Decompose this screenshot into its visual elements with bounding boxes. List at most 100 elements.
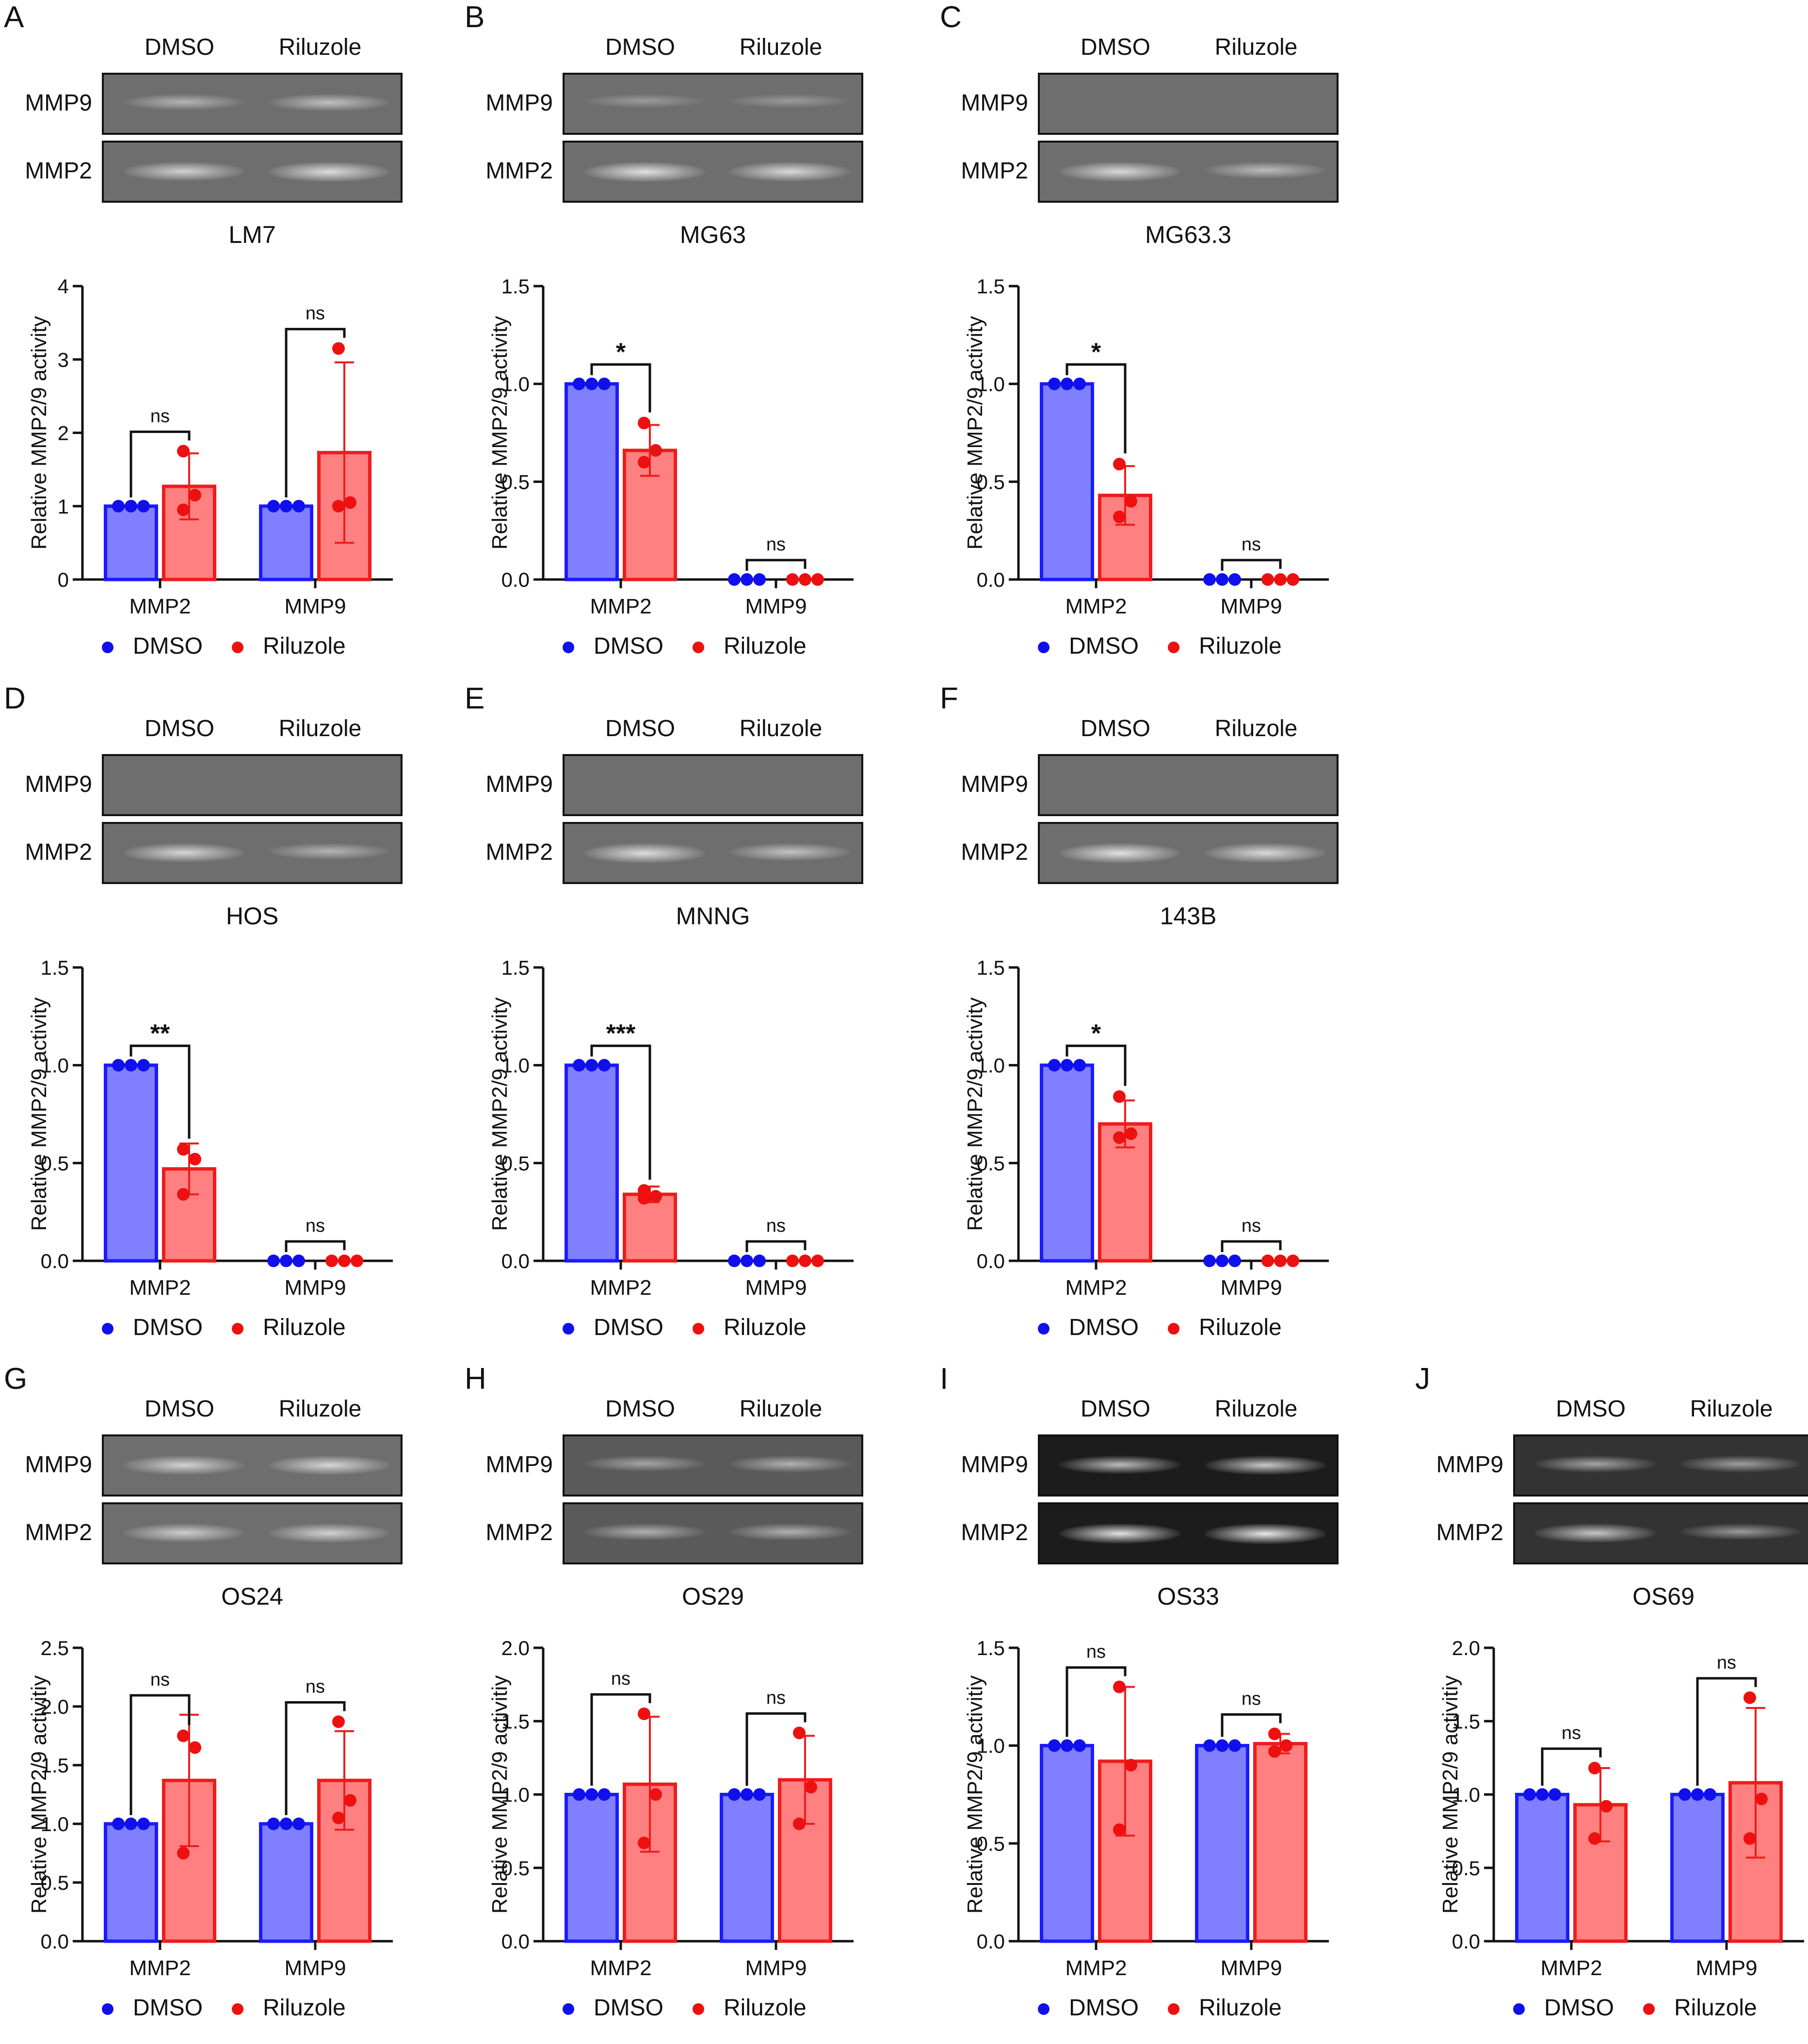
gel-row-label-mmp9: MMP9 <box>1436 1452 1503 1478</box>
x-tick-label: MMP2 <box>590 595 651 618</box>
data-point <box>1536 1788 1549 1801</box>
bar-dmso-mmp2 <box>565 382 619 581</box>
data-point <box>1125 1127 1137 1140</box>
legend-label-riluzole: Riluzole <box>263 1314 346 1340</box>
y-tick-label: 0.5 <box>41 1152 69 1175</box>
gel-band-mmp9-riluzole <box>1680 1456 1801 1472</box>
gel-strip-mmp2 <box>563 822 863 884</box>
legend: DMSO Riluzole <box>102 1313 375 1341</box>
data-point <box>292 499 305 513</box>
panel-F: F DMSO Riluzole MMP9 MMP2 143B Relative MMP2/9… <box>936 681 1402 1360</box>
y-tick-label: 0.5 <box>977 1832 1005 1855</box>
x-tick-label: MMP2 <box>590 1956 651 1980</box>
y-tick-label: 2.0 <box>1452 1637 1480 1659</box>
y-tick-label: 1.5 <box>977 275 1005 298</box>
data-point <box>1755 1792 1768 1805</box>
data-point <box>125 1059 137 1072</box>
legend-marker-dmso <box>563 2003 574 2015</box>
gel-band-mmp9-dmso <box>123 1456 244 1475</box>
data-point <box>1203 573 1216 586</box>
gel-header-riluzole: Riluzole <box>1214 1396 1298 1422</box>
y-tick-label: 1.5 <box>501 1710 530 1733</box>
gel-header-dmso: DMSO <box>145 1396 214 1422</box>
data-point <box>728 573 741 586</box>
x-tick-label: MMP2 <box>1065 1956 1127 1980</box>
data-point <box>1113 1131 1126 1144</box>
gel-strip-mmp2 <box>1038 141 1339 203</box>
legend-marker-riluzole <box>1168 1323 1179 1335</box>
legend-marker-dmso <box>563 642 574 654</box>
significance-bracket <box>285 1701 346 1815</box>
gel-strip-mmp9 <box>563 754 863 816</box>
legend-label-riluzole: Riluzole <box>1199 633 1282 659</box>
data-point <box>1073 377 1086 390</box>
data-point <box>344 1794 356 1807</box>
legend-item-dmso: DMSO <box>563 1995 663 2021</box>
legend: DMSO Riluzole <box>1038 1993 1311 2021</box>
significance-label: ns <box>150 406 170 426</box>
gel-strip-mmp9 <box>102 73 403 135</box>
significance-label: ns <box>766 534 786 555</box>
y-tick-label: 0.5 <box>977 470 1005 493</box>
gel-row-label-mmp2: MMP2 <box>485 839 553 865</box>
data-point <box>753 1255 766 1267</box>
significance-label: ** <box>150 1020 170 1048</box>
x-tick-label: MMP9 <box>745 595 807 618</box>
data-point <box>332 499 345 513</box>
bar-dmso-mmp2 <box>1040 1744 1094 1943</box>
legend-item-dmso: DMSO <box>1038 1314 1139 1341</box>
legend-label-riluzole: Riluzole <box>724 1314 807 1340</box>
legend-label-riluzole: Riluzole <box>263 633 346 659</box>
significance-label: ns <box>306 304 325 324</box>
legend-label-riluzole: Riluzole <box>1674 1995 1757 2021</box>
data-point <box>1268 1727 1281 1740</box>
data-point <box>137 1818 150 1830</box>
cell-line-label: OS24 <box>221 1583 283 1610</box>
legend-marker-dmso <box>102 642 113 654</box>
legend-label-dmso: DMSO <box>1069 1995 1139 2021</box>
y-axis-label: Relative MMP2/9 activity <box>488 316 512 550</box>
legend-label-dmso: DMSO <box>594 1314 663 1340</box>
data-point <box>1280 1739 1292 1752</box>
gel-row-label-mmp9: MMP9 <box>25 1452 92 1478</box>
data-point <box>573 377 585 390</box>
legend-label-dmso: DMSO <box>133 1314 203 1340</box>
gel-band-mmp2-riluzole <box>729 1524 851 1541</box>
y-tick-label: 0 <box>58 568 69 591</box>
data-point <box>1061 1739 1073 1752</box>
data-point <box>338 1255 351 1267</box>
data-point <box>649 444 662 457</box>
panel-letter: G <box>4 1362 28 1396</box>
y-axis-label: Relative MMP2/9 activitiy <box>488 1675 512 1914</box>
bar-chart: Relative MMP2/9 activity 0.0 0.5 1.0 1.5 MMP2… <box>963 956 1329 1300</box>
significance-bracket <box>1541 1747 1602 1786</box>
data-point <box>125 1818 137 1830</box>
gel-strip-mmp2 <box>563 1502 863 1564</box>
significance-bracket <box>590 1693 651 1786</box>
y-tick-label: 2.0 <box>41 1695 69 1718</box>
bar-dmso-mmp2 <box>565 1793 619 1943</box>
data-point <box>649 1788 662 1801</box>
x-tick-label: MMP9 <box>284 1956 346 1980</box>
gel-row-label-mmp2: MMP2 <box>961 839 1028 865</box>
y-axis-label: Relative MMP2/9 activity <box>27 998 51 1231</box>
significance-label: ns <box>766 1216 786 1236</box>
gel-header-dmso: DMSO <box>605 1396 675 1422</box>
data-point <box>177 1143 190 1156</box>
y-tick-label: 1.0 <box>41 1813 69 1835</box>
gel-row-label-mmp9: MMP9 <box>25 772 92 797</box>
gel-strip-mmp9 <box>1038 1434 1339 1497</box>
panel-I: I DMSO Riluzole MMP9 MMP2 OS33 Relative MMP2/9… <box>936 1362 1402 2041</box>
y-tick-label: 2 <box>58 422 69 445</box>
panel-letter: A <box>4 0 24 34</box>
x-tick-label: MMP9 <box>1220 1276 1282 1300</box>
data-point <box>332 1715 345 1728</box>
cell-line-label: 143B <box>1160 902 1217 930</box>
y-tick-label: 1.5 <box>977 956 1005 979</box>
x-tick-label: MMP2 <box>1065 1276 1127 1300</box>
bar-dmso-mmp2 <box>1515 1793 1569 1943</box>
significance-label: ns <box>1242 1689 1261 1709</box>
significance-label: ns <box>1717 1653 1736 1673</box>
data-point <box>1048 377 1061 390</box>
data-point <box>280 1255 292 1267</box>
